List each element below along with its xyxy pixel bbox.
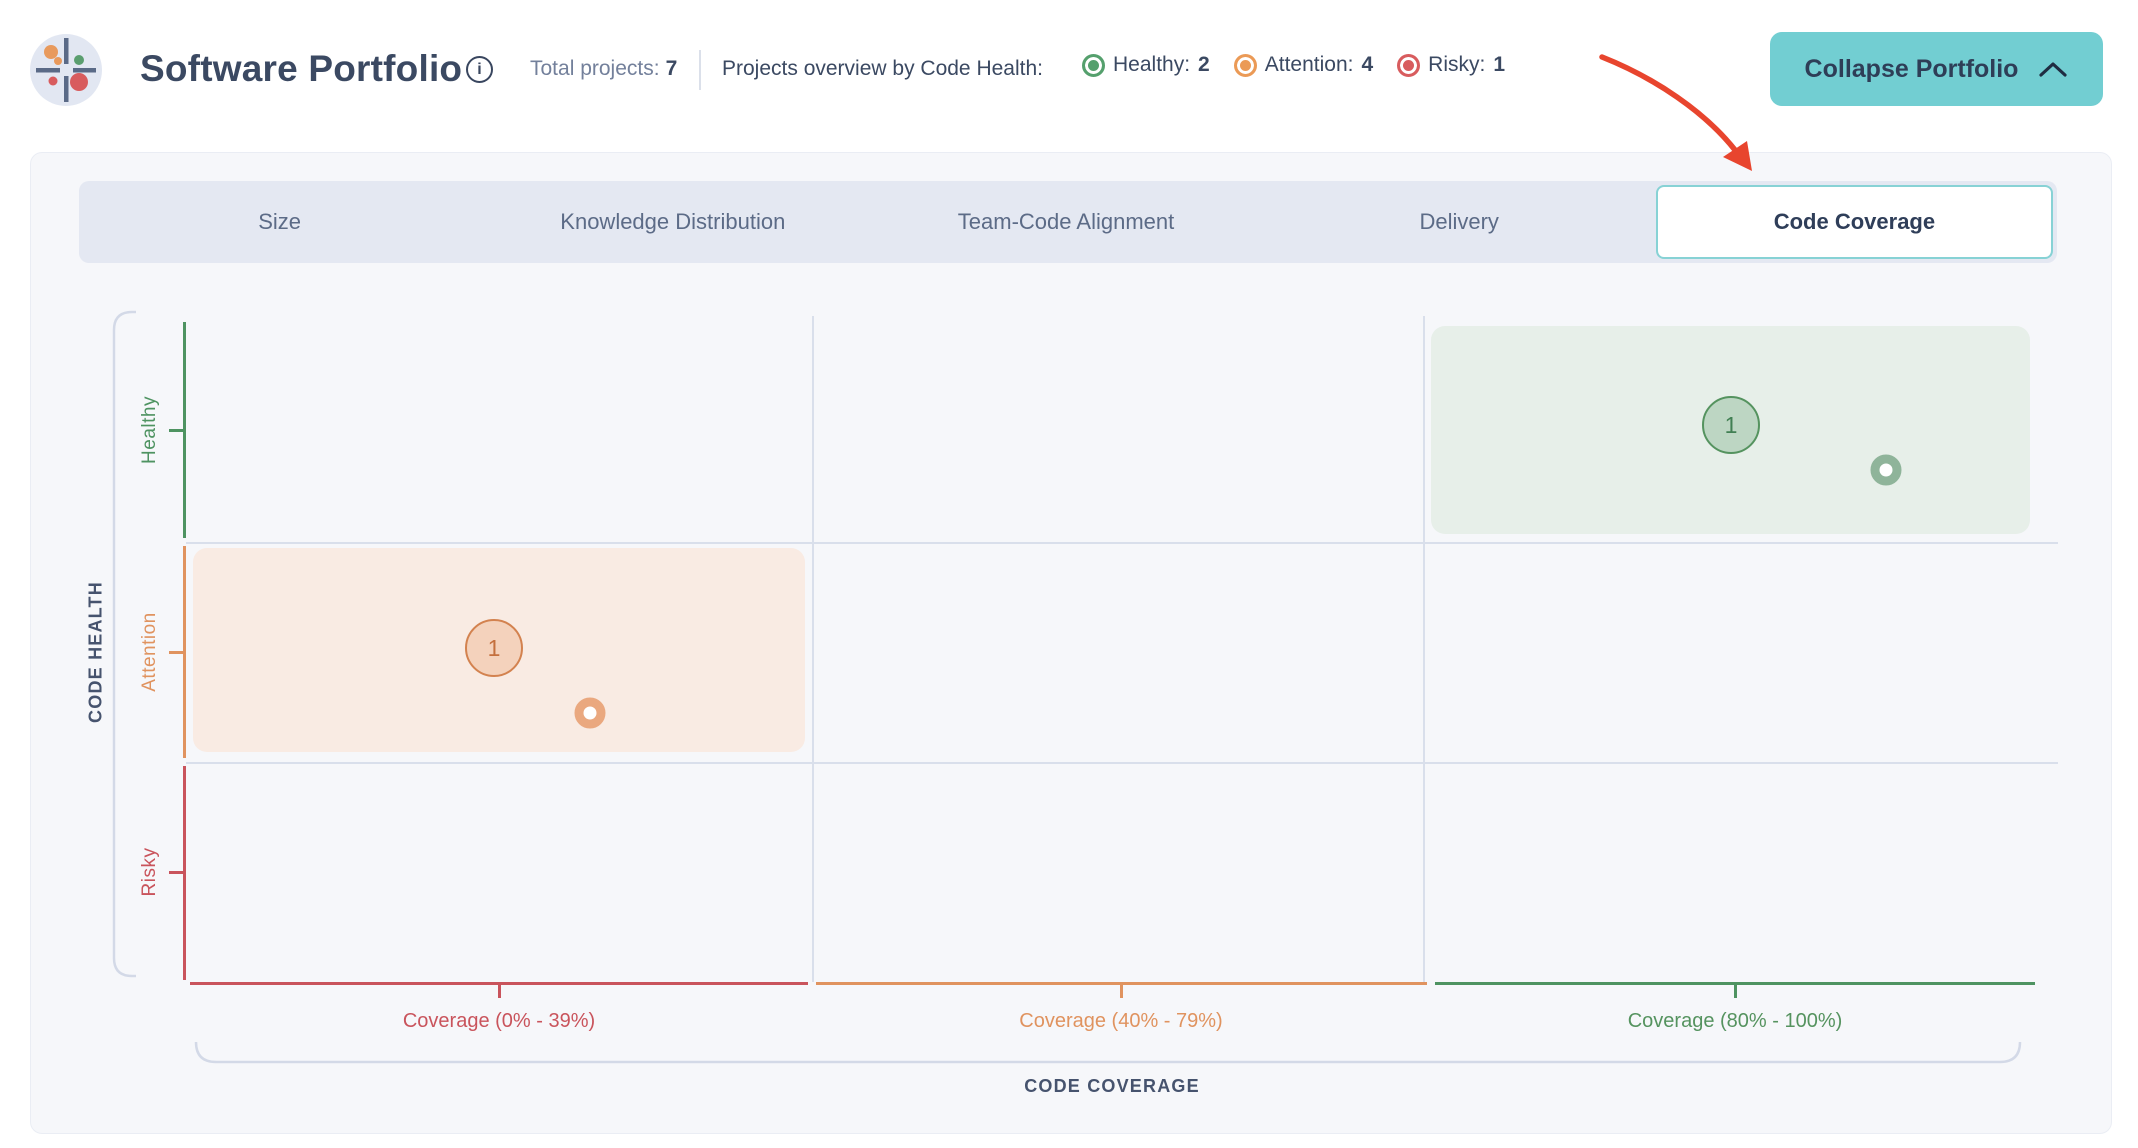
grid-line-horizontal-1 xyxy=(186,542,2058,544)
grid-line-vertical-2 xyxy=(1423,316,1425,982)
collapse-portfolio-label: Collapse Portfolio xyxy=(1804,54,2019,83)
x-axis-mid-line xyxy=(816,982,1427,985)
project-dot-attention[interactable] xyxy=(574,697,606,729)
total-projects-label: Total projects: xyxy=(530,57,660,80)
badge-risky-label: Risky: xyxy=(1428,53,1486,76)
chevron-up-icon xyxy=(2039,62,2068,77)
y-label-risky: Risky xyxy=(139,847,160,897)
page-title: Software Portfolio xyxy=(140,48,463,89)
badge-healthy: Healthy: 2 xyxy=(1082,53,1210,77)
tab-code-coverage[interactable]: Code Coverage xyxy=(1655,185,2054,259)
y-tick-healthy xyxy=(169,429,183,432)
risky-dot-icon xyxy=(1397,53,1421,77)
y-axis-title: CODE HEALTH xyxy=(85,581,106,723)
y-label-healthy: Healthy xyxy=(139,396,160,464)
x-label-mid: Coverage (40% - 79%) xyxy=(1019,1010,1223,1032)
tab-team-code-alignment[interactable]: Team-Code Alignment xyxy=(957,209,1175,234)
header-divider xyxy=(699,50,701,90)
x-tick-high xyxy=(1734,985,1737,998)
y-tick-attention xyxy=(169,651,183,654)
badge-risky-value: 1 xyxy=(1493,53,1506,76)
badge-healthy-value: 2 xyxy=(1198,53,1210,76)
badge-risky: Risky: 1 xyxy=(1397,53,1505,77)
badge-attention: Attention: 4 xyxy=(1233,53,1374,77)
total-projects-value: 7 xyxy=(665,57,678,80)
x-label-high: Coverage (80% - 100%) xyxy=(1627,1010,1843,1032)
app-logo-icon xyxy=(30,34,102,106)
x-axis-title: CODE COVERAGE xyxy=(1024,1076,1200,1096)
x-tick-low xyxy=(498,985,501,998)
badge-attention-label: Attention: xyxy=(1264,53,1354,76)
healthy-dot-icon xyxy=(1082,53,1105,77)
total-projects: Total projects: 7 xyxy=(530,57,677,81)
health-badges: Healthy: 2 Attention: 4 Risky: 1 xyxy=(1082,53,1505,77)
y-tick-risky xyxy=(169,871,183,874)
chart-tabbar: Size Knowledge Distribution Team-Code Al… xyxy=(79,181,2057,263)
project-dot-healthy[interactable] xyxy=(1870,454,1902,486)
collapse-portfolio-button[interactable]: Collapse Portfolio xyxy=(1770,32,2103,106)
y-axis-risky-line xyxy=(183,766,186,980)
overview-label: Projects overview by Code Health: xyxy=(722,57,1043,80)
x-label-low: Coverage (0% - 39%) xyxy=(402,1010,596,1032)
y-axis-healthy-line xyxy=(183,322,186,538)
badge-healthy-label: Healthy: xyxy=(1113,53,1191,76)
x-tick-mid xyxy=(1120,985,1123,998)
x-axis-low-line xyxy=(190,982,808,985)
tab-knowledge-distribution[interactable]: Knowledge Distribution xyxy=(560,209,786,234)
y-axis-attention-line xyxy=(183,546,186,758)
attention-dot-icon xyxy=(1233,53,1257,77)
badge-attention-value: 4 xyxy=(1361,53,1374,76)
tab-size[interactable]: Size xyxy=(258,209,301,234)
x-axis-high-line xyxy=(1435,982,2035,985)
grid-line-horizontal-2 xyxy=(186,762,2058,764)
grid-line-vertical-1 xyxy=(812,316,814,982)
y-label-attention: Attention xyxy=(139,612,160,692)
cluster-bubble-attention[interactable]: 1 xyxy=(465,619,523,677)
info-icon[interactable]: i xyxy=(466,56,493,83)
tab-delivery[interactable]: Delivery xyxy=(1419,209,1499,234)
cluster-bubble-healthy[interactable]: 1 xyxy=(1702,396,1760,454)
